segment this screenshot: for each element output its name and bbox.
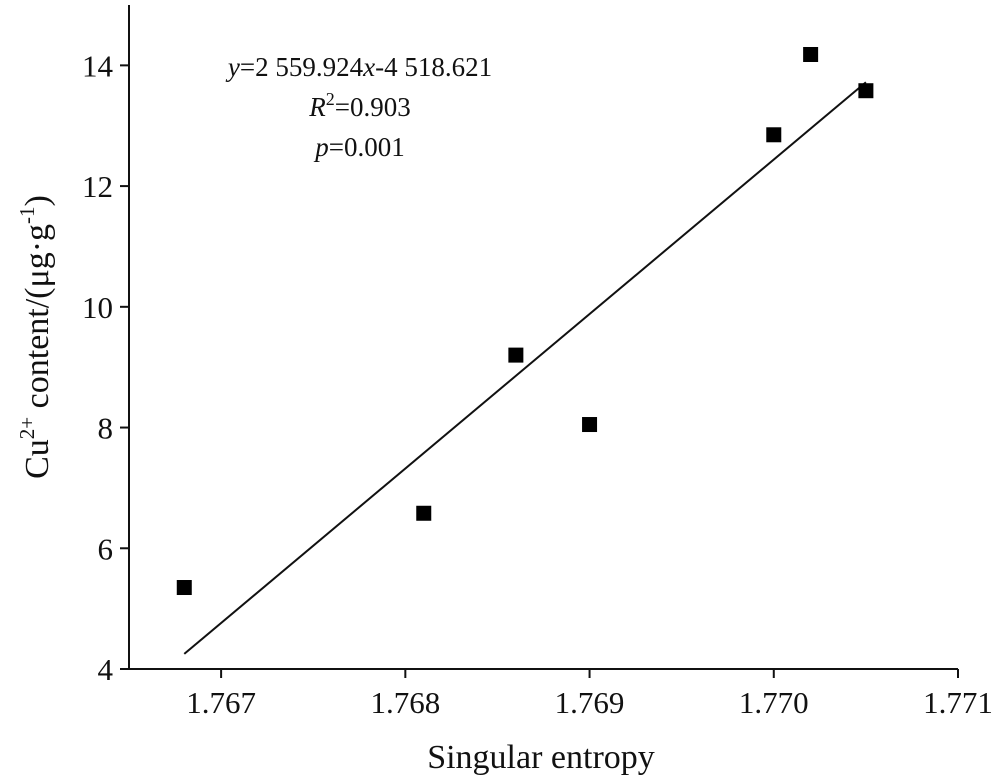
data-point-6 xyxy=(858,83,874,99)
data-point-4 xyxy=(766,127,782,143)
y-tick-label-1: 6 xyxy=(98,531,114,566)
fit-line xyxy=(183,81,867,655)
y-tick-label-5: 14 xyxy=(82,48,114,83)
y-tick-label-0: 4 xyxy=(98,652,114,687)
data-point-2 xyxy=(508,347,524,363)
regression-equation: y=2 559.924x-4 518.621 xyxy=(225,52,492,82)
data-point-1 xyxy=(416,505,432,521)
data-points xyxy=(176,46,874,596)
r-squared-annotation: R2=0.903 xyxy=(308,89,410,122)
data-point-5 xyxy=(803,46,819,62)
x-ticks: 1.767 1.768 1.769 1.770 1.771 xyxy=(186,669,993,720)
y-tick-label-2: 8 xyxy=(98,411,114,446)
p-value-annotation: p=0.001 xyxy=(313,132,404,162)
x-tick-label-1: 1.768 xyxy=(370,685,440,720)
y-axis-title: Cu2+ content/(μg·g-1) xyxy=(15,195,56,479)
data-point-0 xyxy=(176,580,192,596)
x-tick-label-2: 1.769 xyxy=(555,685,625,720)
y-tick-label-3: 10 xyxy=(82,290,113,325)
x-tick-label-0: 1.767 xyxy=(186,685,256,720)
y-tick-label-4: 12 xyxy=(82,169,113,204)
x-axis-title: Singular entropy xyxy=(427,739,655,776)
data-point-3 xyxy=(582,417,598,433)
y-ticks: 4 6 8 10 12 14 xyxy=(82,48,129,687)
x-tick-label-3: 1.770 xyxy=(739,685,809,720)
x-tick-label-4: 1.771 xyxy=(923,685,993,720)
